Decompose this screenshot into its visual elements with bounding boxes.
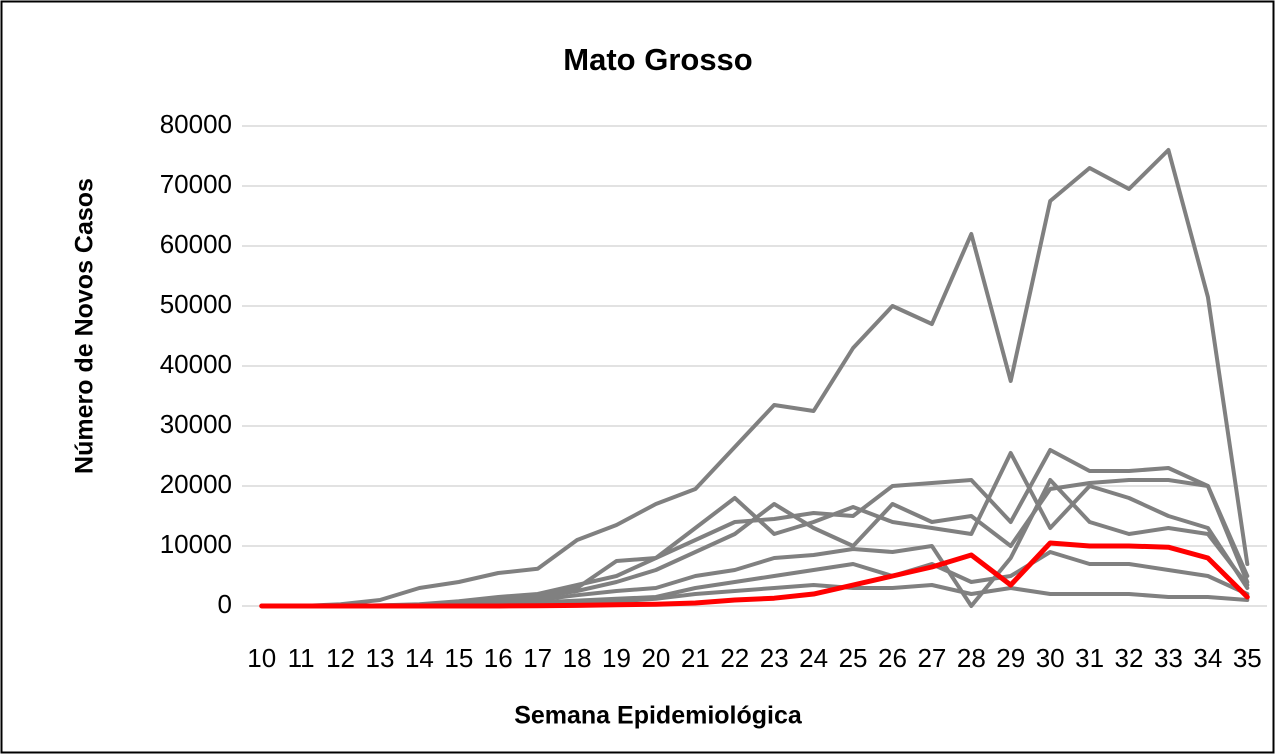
x-tick-label: 22	[720, 643, 749, 673]
y-axis-title: Número de Novos Casos	[71, 178, 99, 474]
x-tick-label: 10	[247, 643, 276, 673]
chart-title: Mato Grosso	[563, 42, 752, 77]
y-tick-label: 70000	[160, 169, 232, 199]
x-tick-label: 25	[839, 643, 868, 673]
y-tick-label: 30000	[160, 409, 232, 439]
x-tick-label: 15	[444, 643, 473, 673]
x-tick-label: 28	[957, 643, 986, 673]
x-tick-label: 23	[760, 643, 789, 673]
x-tick-label: 32	[1115, 643, 1144, 673]
x-tick-label: 12	[326, 643, 355, 673]
x-tick-label: 19	[602, 643, 631, 673]
series-line	[259, 148, 1250, 608]
x-tick-label: 34	[1193, 643, 1222, 673]
x-tick-label: 27	[917, 643, 946, 673]
y-tick-label: 40000	[160, 349, 232, 379]
y-tick-label: 20000	[160, 469, 232, 499]
x-tick-label: 26	[878, 643, 907, 673]
x-tick-label: 17	[523, 643, 552, 673]
x-tick-label: 14	[405, 643, 434, 673]
x-tick-label: 20	[641, 643, 670, 673]
y-tick-label: 80000	[160, 109, 232, 139]
x-tick-label: 31	[1075, 643, 1104, 673]
x-tick-label: 11	[288, 643, 315, 673]
y-tick-label: 0	[218, 589, 232, 619]
y-tick-label: 60000	[160, 229, 232, 259]
x-tick-label: 33	[1154, 643, 1183, 673]
x-tick-label: 35	[1233, 643, 1262, 673]
x-tick-label: 29	[996, 643, 1025, 673]
x-axis-title: Semana Epidemiológica	[514, 702, 803, 730]
x-tick-label: 30	[1036, 643, 1065, 673]
x-tick-label: 21	[681, 643, 710, 673]
y-tick-label: 50000	[160, 289, 232, 319]
x-tick-label: 18	[563, 643, 592, 673]
y-tick-label: 10000	[160, 529, 232, 559]
x-tick-label: 16	[484, 643, 513, 673]
x-tick-label: 24	[799, 643, 828, 673]
x-tick-label: 13	[366, 643, 395, 673]
series-line	[259, 540, 1250, 609]
